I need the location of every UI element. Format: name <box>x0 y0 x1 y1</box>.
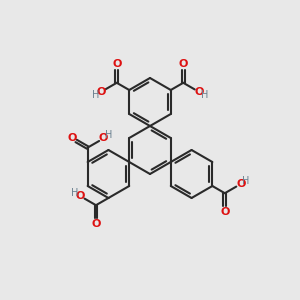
Text: O: O <box>96 87 106 97</box>
Text: H: H <box>92 90 99 100</box>
Text: O: O <box>178 59 188 70</box>
Text: O: O <box>91 218 101 229</box>
Text: O: O <box>99 134 108 143</box>
Text: H: H <box>242 176 250 186</box>
Text: O: O <box>75 191 85 201</box>
Text: O: O <box>194 87 204 97</box>
Text: O: O <box>112 59 122 70</box>
Text: H: H <box>105 130 113 140</box>
Text: O: O <box>67 134 76 143</box>
Text: O: O <box>236 179 245 189</box>
Text: O: O <box>220 206 230 217</box>
Text: H: H <box>71 188 78 198</box>
Text: H: H <box>201 90 208 100</box>
